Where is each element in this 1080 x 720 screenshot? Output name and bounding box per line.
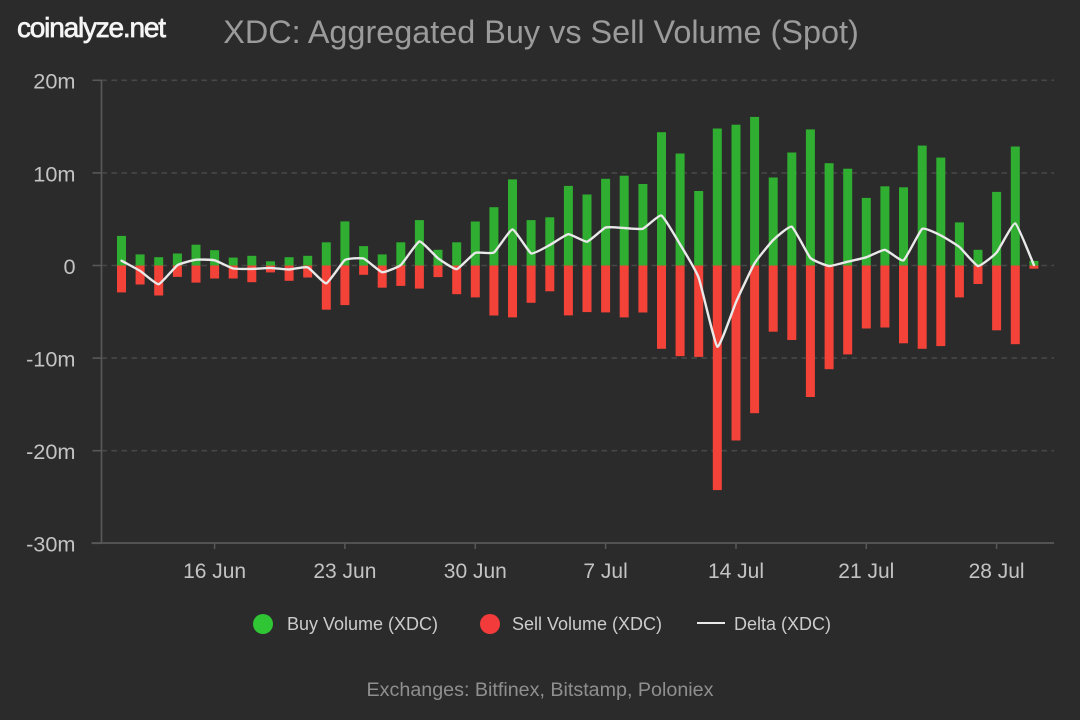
svg-text:21 Jul: 21 Jul <box>838 560 894 583</box>
svg-text:-10m: -10m <box>26 347 75 372</box>
svg-text:10m: 10m <box>33 161 75 186</box>
svg-text:30 Jun: 30 Jun <box>444 560 507 583</box>
svg-text:14 Jul: 14 Jul <box>708 560 764 583</box>
svg-text:-20m: -20m <box>26 439 75 464</box>
svg-text:7 Jul: 7 Jul <box>583 560 627 583</box>
svg-text:23 Jun: 23 Jun <box>313 560 376 583</box>
svg-text:28 Jul: 28 Jul <box>969 560 1025 583</box>
svg-text:20m: 20m <box>33 69 75 94</box>
svg-text:16 Jun: 16 Jun <box>183 560 246 583</box>
svg-text:-30m: -30m <box>26 532 75 557</box>
svg-text:0: 0 <box>63 254 75 279</box>
